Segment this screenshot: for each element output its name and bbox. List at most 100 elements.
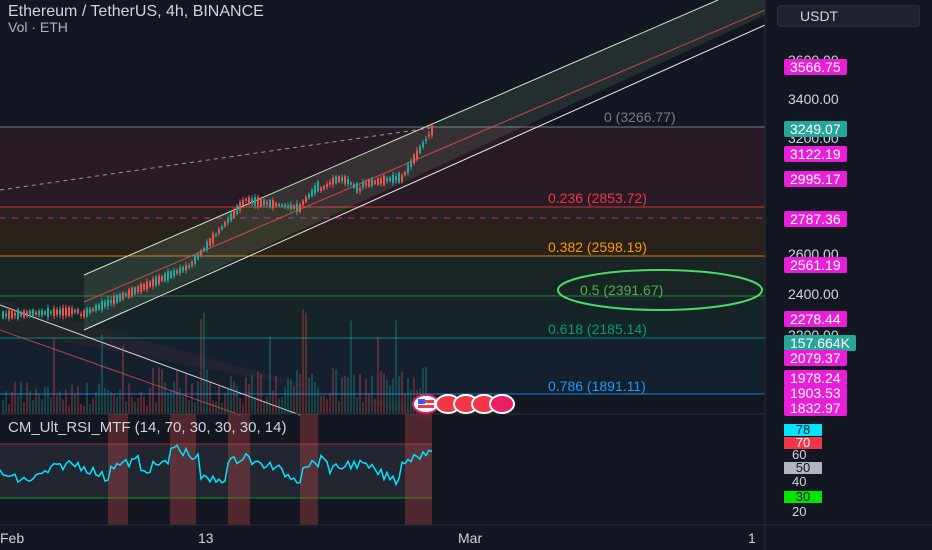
symbol-title[interactable]: Ethereum / TetherUS, 4h, BINANCE [8, 3, 264, 20]
volume-bar [140, 392, 142, 414]
volume-bar [2, 399, 4, 414]
volume-bar [392, 378, 394, 414]
volume-bar [209, 380, 211, 414]
candle [425, 138, 427, 142]
volume-bar [215, 401, 217, 414]
candle [212, 233, 214, 244]
candle [125, 293, 127, 296]
candle [245, 198, 247, 202]
volume-bar [287, 377, 289, 414]
candle [188, 265, 190, 268]
volume-bar [53, 339, 55, 414]
volume-bar [5, 391, 7, 414]
candle [422, 142, 424, 148]
candle [251, 198, 253, 204]
volume-bar [200, 319, 202, 414]
volume-bar [176, 369, 178, 414]
currency-button[interactable]: USDT [777, 5, 920, 27]
candle [266, 201, 268, 205]
candle [284, 204, 286, 208]
volume-bar [344, 375, 346, 414]
volume-bar [263, 402, 265, 414]
rsi-overbought-zone [405, 414, 432, 525]
rsi-overbought-shading [108, 414, 432, 525]
volume-bar [149, 387, 151, 414]
candle [389, 177, 391, 181]
candle [158, 276, 160, 284]
price-label: 3566.75 [784, 59, 847, 75]
price-label: 157.664K [784, 335, 856, 351]
volume-bar [185, 373, 187, 414]
candle [263, 200, 265, 206]
volume-bar [131, 397, 133, 414]
candle [152, 279, 154, 287]
volume-bar [425, 367, 427, 414]
volume-bar [122, 345, 124, 414]
events-badge[interactable] [412, 394, 520, 414]
candle [308, 194, 310, 199]
candle [164, 273, 166, 282]
candle [38, 310, 40, 316]
fib-level-label: 0.618 (2185.14) [548, 321, 647, 337]
volume-bar [356, 397, 358, 414]
candle [80, 313, 82, 317]
volume-bar [368, 393, 370, 414]
volume-bar [158, 367, 160, 414]
volume-bar [137, 397, 139, 414]
volume-bar [347, 376, 349, 414]
volume-bar [173, 381, 175, 414]
volume-bar [89, 404, 91, 414]
volume-bar [80, 403, 82, 414]
volume-bar [338, 401, 340, 414]
candlesticks[interactable] [2, 122, 433, 322]
volume-bar [305, 312, 307, 414]
rsi-indicator-title[interactable]: CM_Ult_RSI_MTF (14, 70, 30, 30, 30, 14) [8, 419, 287, 436]
volume-bar [293, 385, 295, 414]
price-label: 2278.44 [784, 311, 847, 327]
volume-bar [98, 383, 100, 414]
candle [326, 184, 328, 187]
candle [317, 181, 319, 192]
volume-bar [404, 394, 406, 414]
volume-bar [269, 336, 271, 414]
candle [329, 181, 331, 185]
candle [89, 308, 91, 314]
fib-level-label: 0.382 (2598.19) [548, 239, 647, 255]
volume-bar [374, 398, 376, 414]
descending-channel[interactable] [0, 300, 430, 420]
volume-bar [221, 402, 223, 414]
rsi-overbought-zone [108, 414, 128, 525]
event-icon [489, 394, 515, 414]
candle [23, 310, 25, 318]
volume-bar [242, 403, 244, 414]
candle [332, 177, 334, 185]
candle [2, 311, 4, 319]
price-label: 3249.07 [784, 121, 847, 137]
volume-bar [104, 388, 106, 414]
candle [107, 299, 109, 307]
candle [335, 176, 337, 184]
volume-bar [116, 396, 118, 414]
parallel-channel[interactable] [0, 0, 766, 331]
volume-bar [224, 392, 226, 414]
candle [296, 203, 298, 212]
rsi-pane[interactable] [0, 413, 765, 525]
volume-bar [56, 394, 58, 414]
volume-bar [86, 382, 88, 414]
highlight-ellipse[interactable] [557, 269, 763, 311]
candle [233, 209, 235, 218]
candle [410, 160, 412, 168]
candle [167, 271, 169, 281]
candle [143, 284, 145, 290]
candle [236, 205, 238, 215]
candle [311, 189, 313, 197]
volume-bar [236, 386, 238, 414]
volume-bar [32, 400, 34, 414]
rsi-overbought-zone [228, 414, 250, 525]
volume-bar [362, 402, 364, 414]
price-label: 2561.19 [784, 257, 847, 273]
rsi-level-label: 78 [784, 423, 822, 436]
candle [146, 281, 148, 290]
volume-legend[interactable]: Vol · ETH [8, 19, 68, 35]
